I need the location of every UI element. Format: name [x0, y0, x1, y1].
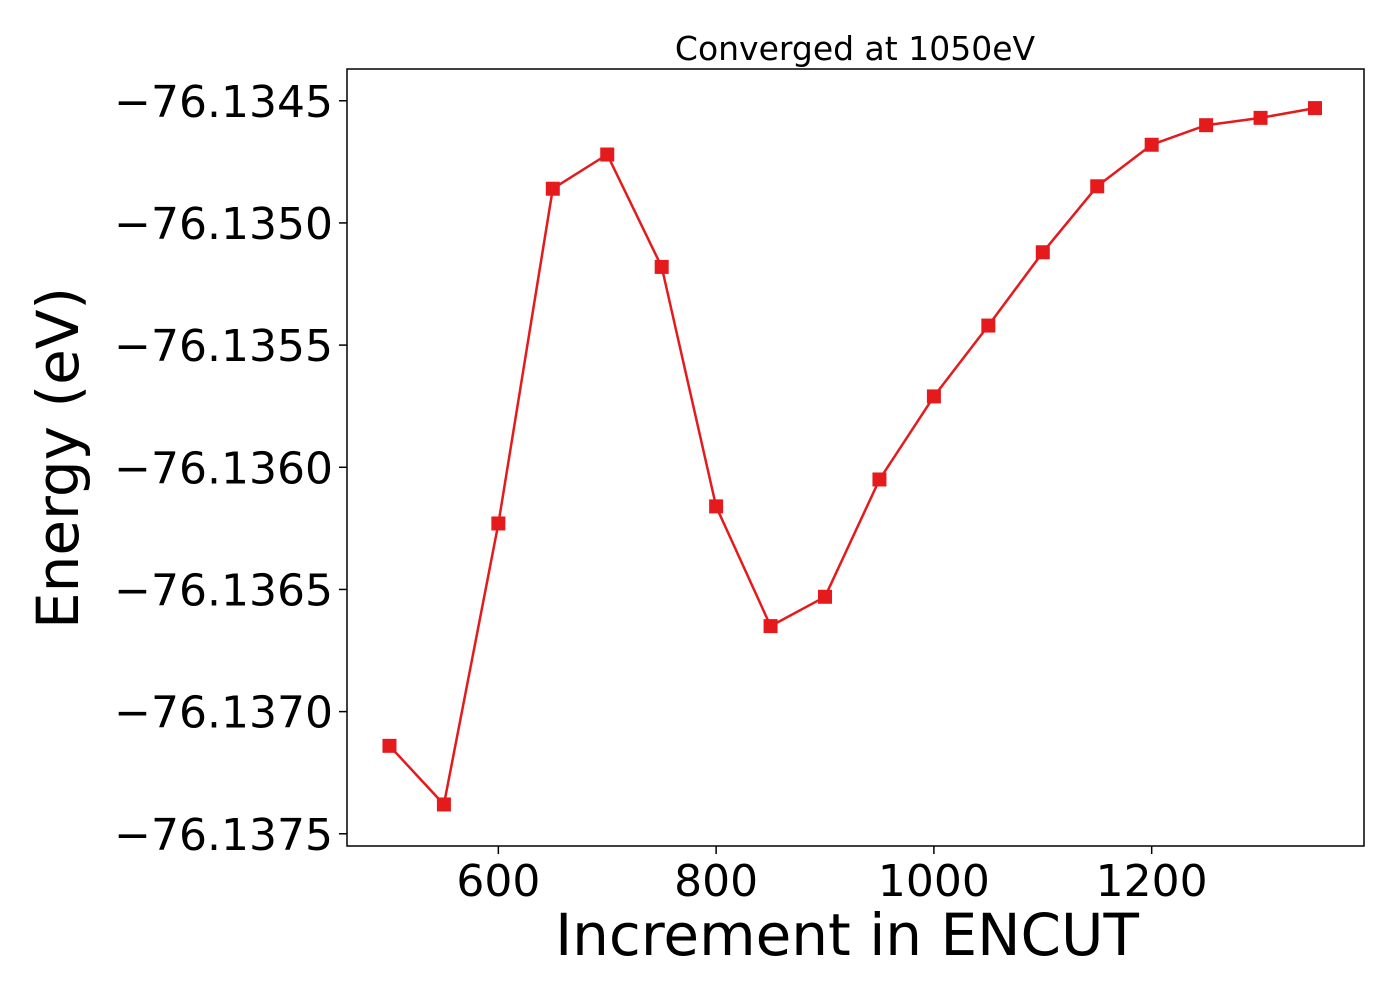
chart-title: Converged at 1050eV — [675, 29, 1036, 68]
data-point-marker — [818, 589, 833, 604]
data-point-marker — [926, 389, 941, 404]
x-tick-label: 600 — [456, 856, 540, 907]
y-tick-label: −76.1365 — [114, 565, 333, 616]
x-axis-label: Increment in ENCUT — [555, 901, 1139, 969]
data-point-marker — [1144, 137, 1159, 152]
y-axis-label: Energy (eV) — [24, 287, 92, 629]
data-point-marker — [545, 181, 560, 196]
data-point-marker — [1308, 101, 1323, 116]
y-tick-label: −76.1355 — [114, 321, 333, 372]
y-axis: −76.1345 −76.1350 −76.1355 −76.1360 −76.1365… — [114, 77, 347, 861]
data-point-marker — [1253, 110, 1268, 125]
y-tick-label: −76.1350 — [114, 199, 333, 250]
data-point-marker — [1199, 118, 1214, 133]
x-tick-label: 800 — [674, 856, 758, 907]
y-tick-label: −76.1345 — [114, 77, 333, 128]
y-tick-label: −76.1360 — [114, 443, 333, 494]
data-point-marker — [654, 259, 669, 274]
x-axis: 600 800 1000 1200 — [456, 846, 1208, 907]
x-tick-label: 1000 — [878, 856, 990, 907]
data-point-marker — [709, 499, 724, 514]
data-point-marker — [382, 738, 397, 753]
axes-frame — [346, 68, 1365, 847]
data-point-marker — [872, 472, 887, 487]
data-point-marker — [1090, 179, 1105, 194]
data-point-marker — [600, 147, 615, 162]
plot-area — [382, 101, 1323, 812]
series-line — [388, 106, 1316, 806]
data-point-marker — [981, 318, 996, 333]
data-point-marker — [763, 619, 778, 634]
data-point-marker — [436, 797, 451, 812]
y-tick-label: −76.1375 — [114, 810, 333, 861]
data-point-marker — [491, 516, 506, 531]
x-tick-label: 1200 — [1096, 856, 1208, 907]
y-tick-label: −76.1370 — [114, 688, 333, 739]
data-point-marker — [1035, 245, 1050, 260]
